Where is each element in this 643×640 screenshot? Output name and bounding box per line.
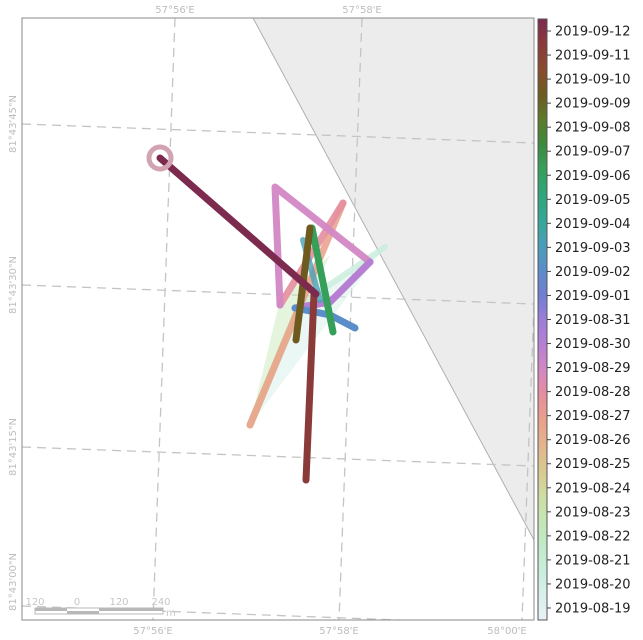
colorbar-date-label: 2019-09-02	[555, 265, 631, 280]
colorbar-date-label: 2019-08-29	[555, 361, 631, 376]
track-segment	[308, 224, 337, 336]
colorbar-date-label: 2019-08-24	[555, 481, 631, 496]
colorbar-date-label: 2019-09-11	[555, 49, 631, 64]
colorbar-date-label: 2019-08-23	[555, 505, 631, 520]
left-label-lat: 81°43'45"N	[8, 95, 19, 153]
scale-unit: m	[166, 608, 176, 619]
colorbar: 2019-09-12 2019-09-11 2019-09-10 2019-09-09…	[537, 18, 631, 621]
left-label-lat: 81°43'30"N	[8, 256, 19, 314]
top-label-lon: 57°58'E	[342, 5, 382, 16]
bottom-label-lon: 58°00'E	[487, 626, 527, 637]
land-shading	[252, 18, 534, 541]
scale-bar	[34, 607, 164, 615]
bottom-label-lon: 57°56'E	[133, 626, 173, 637]
colorbar-date-label: 2019-09-05	[555, 193, 631, 208]
left-label-lat: 81°43'00"N	[8, 553, 19, 611]
colorbar-date-label: 2019-08-25	[555, 457, 631, 472]
colorbar-date-label: 2019-08-30	[555, 337, 631, 352]
colorbar-date-label: 2019-08-19	[555, 601, 631, 616]
colorbar-date-label: 2019-09-01	[555, 289, 631, 304]
colorbar-date-label: 2019-08-26	[555, 433, 631, 448]
bottom-label-lon: 57°58'E	[319, 626, 359, 637]
colorbar-date-label: 2019-09-08	[555, 121, 631, 136]
scale-tick-label: 240	[151, 597, 170, 608]
track-segment	[156, 154, 320, 298]
colorbar-date-label: 2019-09-04	[555, 217, 631, 232]
colorbar-date-label: 2019-08-28	[555, 385, 631, 400]
scale-tick-label: 0	[74, 597, 80, 608]
track-segment	[302, 290, 318, 484]
colorbar-ramp	[537, 18, 548, 621]
colorbar-date-label: 2019-08-27	[555, 409, 631, 424]
colorbar-date-label: 2019-09-07	[555, 145, 631, 160]
colorbar-date-label: 2019-09-10	[555, 73, 631, 88]
colorbar-date-label: 2019-08-20	[555, 577, 631, 592]
colorbar-date-label: 2019-08-22	[555, 529, 631, 544]
drift-track	[146, 144, 388, 484]
track-end-marker	[146, 144, 174, 172]
colorbar-date-label: 2019-09-03	[555, 241, 631, 256]
scale-tick-label: 120	[109, 597, 128, 608]
track-segment	[250, 247, 385, 425]
track-segment	[276, 199, 347, 309]
colorbar-date-label: 2019-08-21	[555, 553, 631, 568]
top-label-lon: 57°56'E	[155, 5, 195, 16]
colorbar-date-label: 2019-09-09	[555, 97, 631, 112]
colorbar-date-label: 2019-08-31	[555, 313, 631, 328]
colorbar-date-label: 2019-09-12	[555, 25, 631, 40]
scale-tick-label: 120	[25, 597, 44, 608]
left-label-lat: 81°43'15"N	[8, 418, 19, 476]
colorbar-date-label: 2019-09-06	[555, 169, 631, 184]
